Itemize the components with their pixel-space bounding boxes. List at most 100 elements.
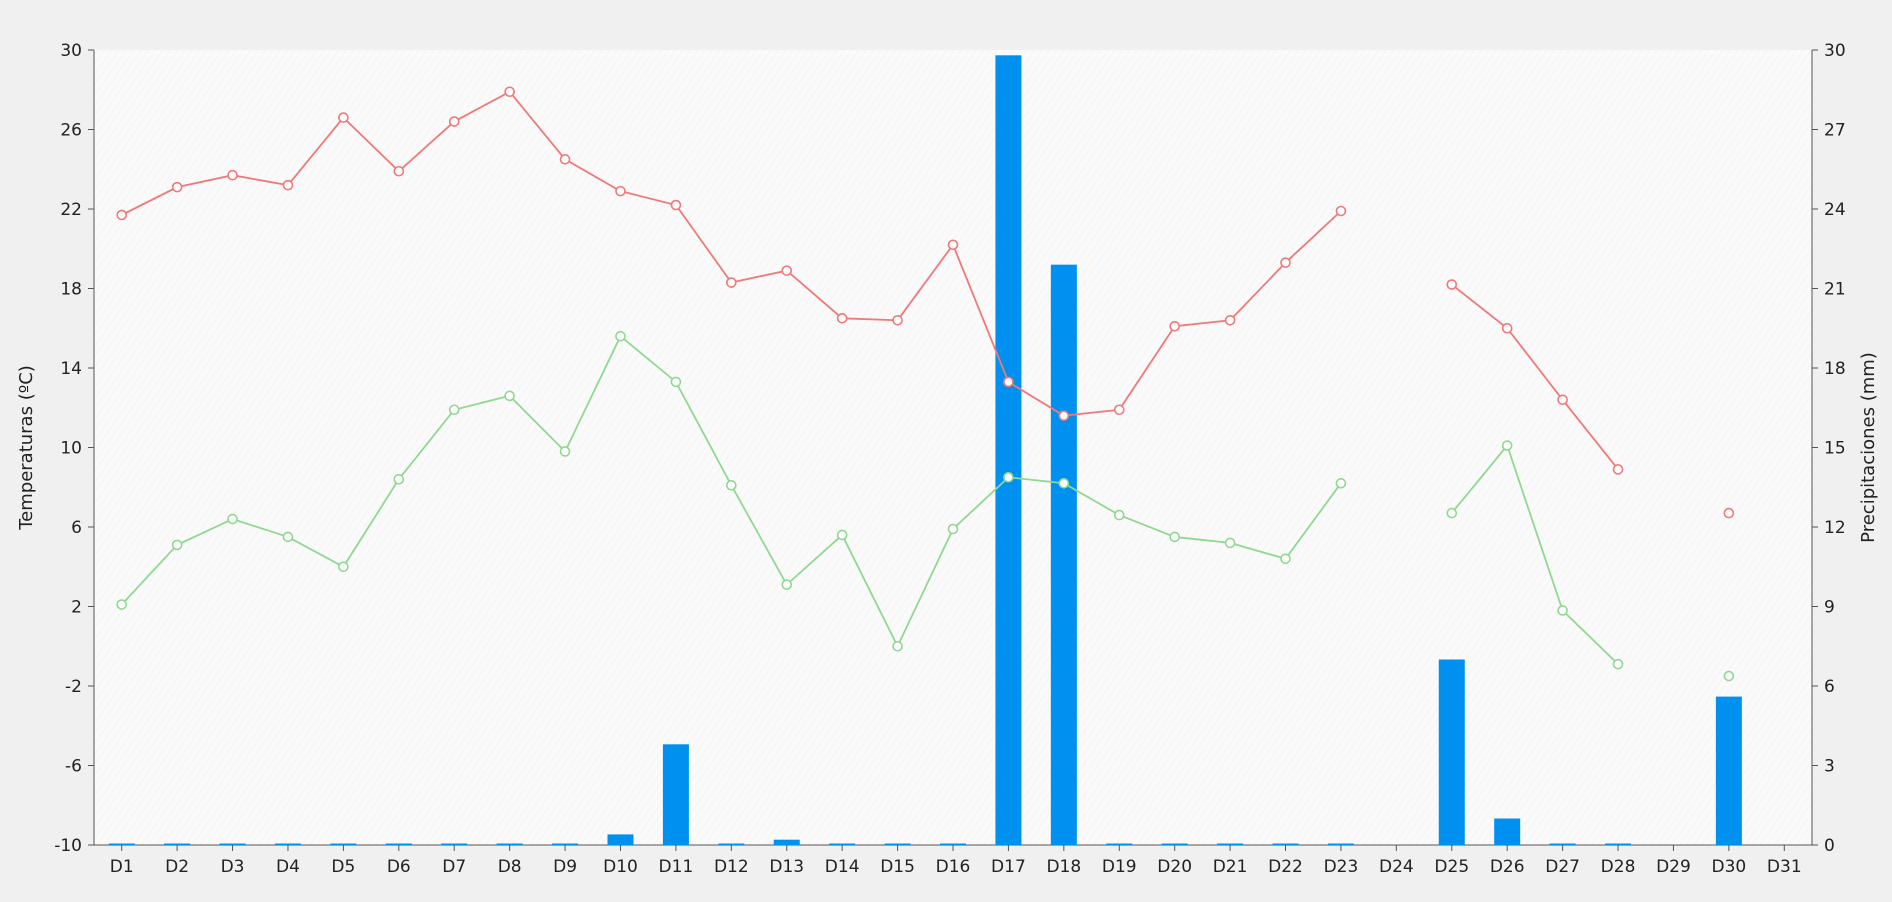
precip-bar	[1438, 659, 1465, 845]
x-tick-label: D9	[553, 857, 577, 877]
precip-bar	[330, 843, 357, 845]
max-temp-point	[947, 239, 959, 251]
left-tick-label: 22	[60, 200, 82, 220]
right-tick-label: 15	[1824, 439, 1846, 459]
min-temp-point	[504, 390, 515, 402]
left-tick-label: 6	[71, 518, 82, 538]
min-temp-point	[1446, 507, 1458, 519]
precip-bar	[108, 843, 135, 845]
min-temp-point	[1169, 531, 1180, 543]
right-tick-label: 0	[1824, 836, 1835, 856]
precip-bar	[662, 744, 689, 845]
max-temp-point	[116, 209, 128, 221]
right-tick-label: 27	[1824, 121, 1846, 141]
precip-bar	[274, 843, 301, 845]
x-tick-label: D27	[1545, 857, 1580, 877]
x-tick-label: D24	[1379, 857, 1414, 877]
max-temp-point	[1280, 257, 1291, 268]
min-temp-point	[836, 529, 848, 541]
max-temp-point	[1723, 507, 1735, 519]
x-tick-label: D4	[276, 857, 300, 877]
max-temp-line	[1451, 283, 1619, 470]
x-tick-label: D11	[659, 857, 694, 877]
max-temp-point	[1058, 410, 1070, 422]
right-axis-title: Precipitaciones (mm)	[1858, 352, 1879, 543]
max-temp-point	[171, 181, 183, 193]
min-temp-point	[1557, 605, 1568, 616]
precip-bar	[385, 843, 412, 845]
x-tick-label: D18	[1046, 857, 1081, 877]
x-tick-label: D2	[165, 857, 189, 877]
max-temp-point	[1169, 320, 1180, 332]
x-tick-label: D23	[1324, 857, 1359, 877]
left-tick-label: 10	[60, 439, 82, 459]
right-tick-label: 9	[1824, 598, 1835, 618]
max-temp-point	[1446, 279, 1458, 290]
min-temp-point	[338, 561, 349, 573]
max-temp-point	[1335, 205, 1347, 217]
x-tick-label: D17	[991, 857, 1026, 877]
max-temp-point	[393, 165, 405, 177]
min-temp-point	[116, 599, 128, 610]
max-temp-point	[1003, 376, 1014, 388]
min-temp-point	[1501, 440, 1513, 451]
precip-bar	[496, 843, 523, 845]
max-temp-point	[726, 277, 737, 288]
x-tick-label: D16	[936, 857, 971, 877]
precip-bar	[718, 843, 745, 845]
max-temp-point	[670, 199, 682, 211]
min-temp-point	[393, 473, 405, 485]
x-tick-label: D20	[1157, 857, 1192, 877]
precip-bar	[607, 834, 634, 845]
x-tick-label: D3	[221, 857, 245, 877]
min-temp-line	[1451, 443, 1619, 665]
precip-bar	[1161, 843, 1188, 845]
max-temp-point	[1113, 404, 1125, 416]
min-temp-point	[947, 523, 959, 535]
max-temp-point	[1224, 314, 1236, 326]
x-tick-label: D31	[1767, 857, 1802, 877]
min-temp-point	[171, 539, 183, 551]
x-tick-label: D15	[880, 857, 915, 877]
max-temp-point	[1612, 464, 1624, 475]
precip-bar	[1605, 843, 1632, 845]
x-tick-label: D13	[769, 857, 804, 877]
x-tick-label: D10	[603, 857, 638, 877]
left-tick-label: -10	[54, 836, 82, 856]
precip-bar	[1327, 843, 1354, 845]
max-temp-point	[781, 265, 793, 276]
max-temp-point	[559, 154, 571, 165]
x-tick-label: D21	[1213, 857, 1248, 877]
precip-bar	[219, 843, 246, 845]
x-tick-label: D12	[714, 857, 749, 877]
precip-bar	[441, 843, 468, 845]
min-temp-point	[1612, 658, 1624, 670]
min-temp-point	[282, 531, 294, 543]
x-tick-label: D28	[1601, 857, 1636, 877]
left-tick-label: 26	[60, 121, 82, 141]
min-temp-point	[726, 479, 737, 491]
x-tick-label: D7	[442, 857, 466, 877]
right-tick-label: 6	[1824, 677, 1835, 697]
precip-bar	[164, 843, 191, 845]
left-tick-label: 18	[60, 280, 82, 300]
right-tick-label: 30	[1824, 41, 1846, 61]
min-temp-point	[781, 579, 793, 590]
x-tick-label: D6	[387, 857, 411, 877]
precip-bar	[1494, 818, 1521, 845]
min-temp-point	[1113, 509, 1125, 521]
precip-bar	[1050, 264, 1077, 845]
x-tick-label: D30	[1712, 857, 1747, 877]
left-tick-label: 2	[71, 598, 82, 618]
max-temp-point	[836, 313, 848, 324]
precip-bar	[829, 843, 856, 845]
precip-bar	[1272, 843, 1299, 845]
left-tick-label: -2	[65, 677, 82, 697]
right-tick-label: 21	[1824, 280, 1846, 300]
left-tick-label: 30	[60, 41, 82, 61]
max-temp-point	[892, 314, 903, 326]
min-temp-point	[1003, 472, 1014, 483]
max-temp-point	[1501, 322, 1513, 334]
max-temp-point	[504, 86, 515, 98]
